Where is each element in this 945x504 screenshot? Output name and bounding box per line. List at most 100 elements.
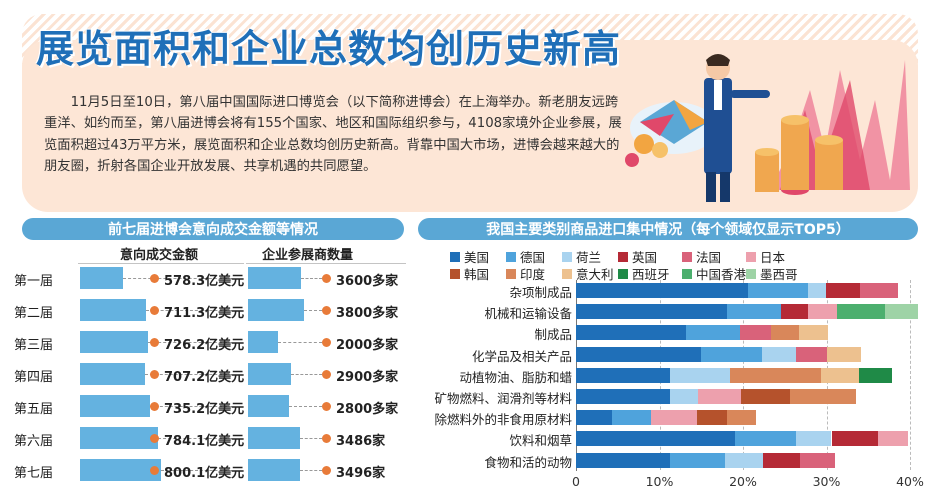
x-tick-label: 20% <box>729 474 757 489</box>
businessman-coins-illustration <box>625 54 910 202</box>
legend-item: 英国 <box>618 247 657 266</box>
value-dot <box>322 306 331 315</box>
value-dot <box>150 370 159 379</box>
legend-item: 意大利 <box>562 264 614 283</box>
legend-item: 德国 <box>506 247 545 266</box>
legend-swatch <box>506 251 516 262</box>
bar-segment <box>825 283 860 298</box>
bar-segment <box>670 389 698 404</box>
bar-segment <box>576 304 728 320</box>
amount-bar <box>80 427 159 449</box>
title-wrap: 展览面积和企业总数均创历史新高 <box>36 22 621 71</box>
category-label: 食物和活的动物 <box>484 454 572 470</box>
exhibitor-bar <box>248 459 300 481</box>
legend-item: 荷兰 <box>562 247 601 266</box>
bar-segment <box>770 325 799 341</box>
legend-swatch <box>746 251 756 262</box>
legend-item: 韩国 <box>450 264 489 283</box>
legend-swatch <box>450 268 460 279</box>
legend-label: 美国 <box>464 250 490 265</box>
col-title-exhibitors: 企业参展商数量 <box>262 248 354 263</box>
value-dot <box>150 402 159 411</box>
leader-line <box>289 406 322 407</box>
value-dot <box>322 402 331 411</box>
bar-segment <box>763 452 800 468</box>
gridline <box>910 280 911 470</box>
intro-paragraph: 11月5日至10日，第八届中国国际进口博览会（以下简称进博会）在上海举办。新老朋… <box>44 95 622 175</box>
leader-line <box>161 470 232 471</box>
col-underline-exhibitors <box>246 263 406 264</box>
leader-line <box>290 374 322 375</box>
bar-segment <box>762 346 797 362</box>
row-label: 第二届 <box>14 306 54 321</box>
amount-value: 726.2亿美元 <box>164 338 245 353</box>
row-label: 第七届 <box>14 466 54 481</box>
bar-segment <box>727 410 757 426</box>
bar-segment <box>789 389 856 404</box>
exhibitor-value: 2900多家 <box>336 370 399 385</box>
legend-swatch <box>682 251 692 262</box>
legend-swatch <box>562 268 572 279</box>
leader-line <box>301 278 322 279</box>
legend-swatch <box>618 251 628 262</box>
bar-segment <box>576 389 671 404</box>
legend-swatch <box>618 268 628 279</box>
x-tick-label: 10% <box>645 474 674 489</box>
bar-segment <box>686 325 741 341</box>
leader-line <box>145 374 232 375</box>
legend-label: 日本 <box>760 250 786 265</box>
legend-swatch <box>746 268 756 279</box>
legend-label: 墨西哥 <box>760 267 798 282</box>
bar-segment <box>859 367 893 383</box>
category-label: 矿物燃料、润滑剂等材料 <box>434 391 572 406</box>
bar-segment <box>611 410 652 426</box>
right-section-title: 我国主要类别商品进口集中情况（每个领域仅显示TOP5） <box>418 218 918 240</box>
legend-swatch <box>450 251 460 262</box>
legend-item: 墨西哥 <box>746 264 798 283</box>
bar-segment <box>697 389 742 404</box>
amount-value: 707.2亿美元 <box>164 370 245 385</box>
bar-segment <box>576 367 671 383</box>
bar-segment <box>576 452 670 468</box>
legend-swatch <box>506 268 516 279</box>
legend-label: 意大利 <box>576 267 614 282</box>
bar-segment <box>727 304 782 320</box>
bar-segment <box>735 431 796 447</box>
amount-bar <box>80 267 124 289</box>
bar-segment <box>808 304 837 320</box>
header: 展览面积和企业总数均创历史新高 11月5日至10日，第八届中国国际进口博览会（以… <box>0 0 945 212</box>
value-dot <box>322 370 331 379</box>
bar-segment <box>701 346 763 362</box>
exhibitor-value: 3800多家 <box>336 306 399 321</box>
amount-bar <box>80 299 146 321</box>
bar-segment <box>831 431 879 447</box>
amount-value: 735.2亿美元 <box>164 402 245 417</box>
legend-label: 韩国 <box>464 267 490 282</box>
leader-line <box>149 406 232 407</box>
legend-swatch <box>562 251 572 262</box>
bar-segment <box>808 283 826 298</box>
legend-item: 日本 <box>746 247 785 266</box>
category-label: 机械和运输设备 <box>484 306 572 322</box>
amount-value: 784.1亿美元 <box>164 434 245 449</box>
x-tick-label: 30% <box>812 474 841 489</box>
value-dot <box>322 434 331 443</box>
bar-segment <box>821 367 860 383</box>
exhibitor-bar <box>248 331 278 353</box>
bar-segment <box>741 389 790 404</box>
bar-segment <box>697 410 728 426</box>
category-label: 动植物油、脂肪和蜡 <box>459 369 572 385</box>
legend-item: 西班牙 <box>618 264 670 283</box>
legend-item: 美国 <box>450 247 489 266</box>
value-dot <box>150 338 159 347</box>
bar-segment <box>576 346 702 362</box>
exhibitor-bar <box>248 363 291 385</box>
legend-label: 西班牙 <box>632 267 670 282</box>
legend-item: 印度 <box>506 264 545 283</box>
bar-segment <box>796 346 828 362</box>
amount-value: 711.3亿美元 <box>164 306 245 321</box>
legend-label: 印度 <box>520 267 546 282</box>
leader-line <box>148 342 232 343</box>
category-label: 饮料和烟草 <box>509 433 572 449</box>
legend-label: 荷兰 <box>576 250 602 265</box>
